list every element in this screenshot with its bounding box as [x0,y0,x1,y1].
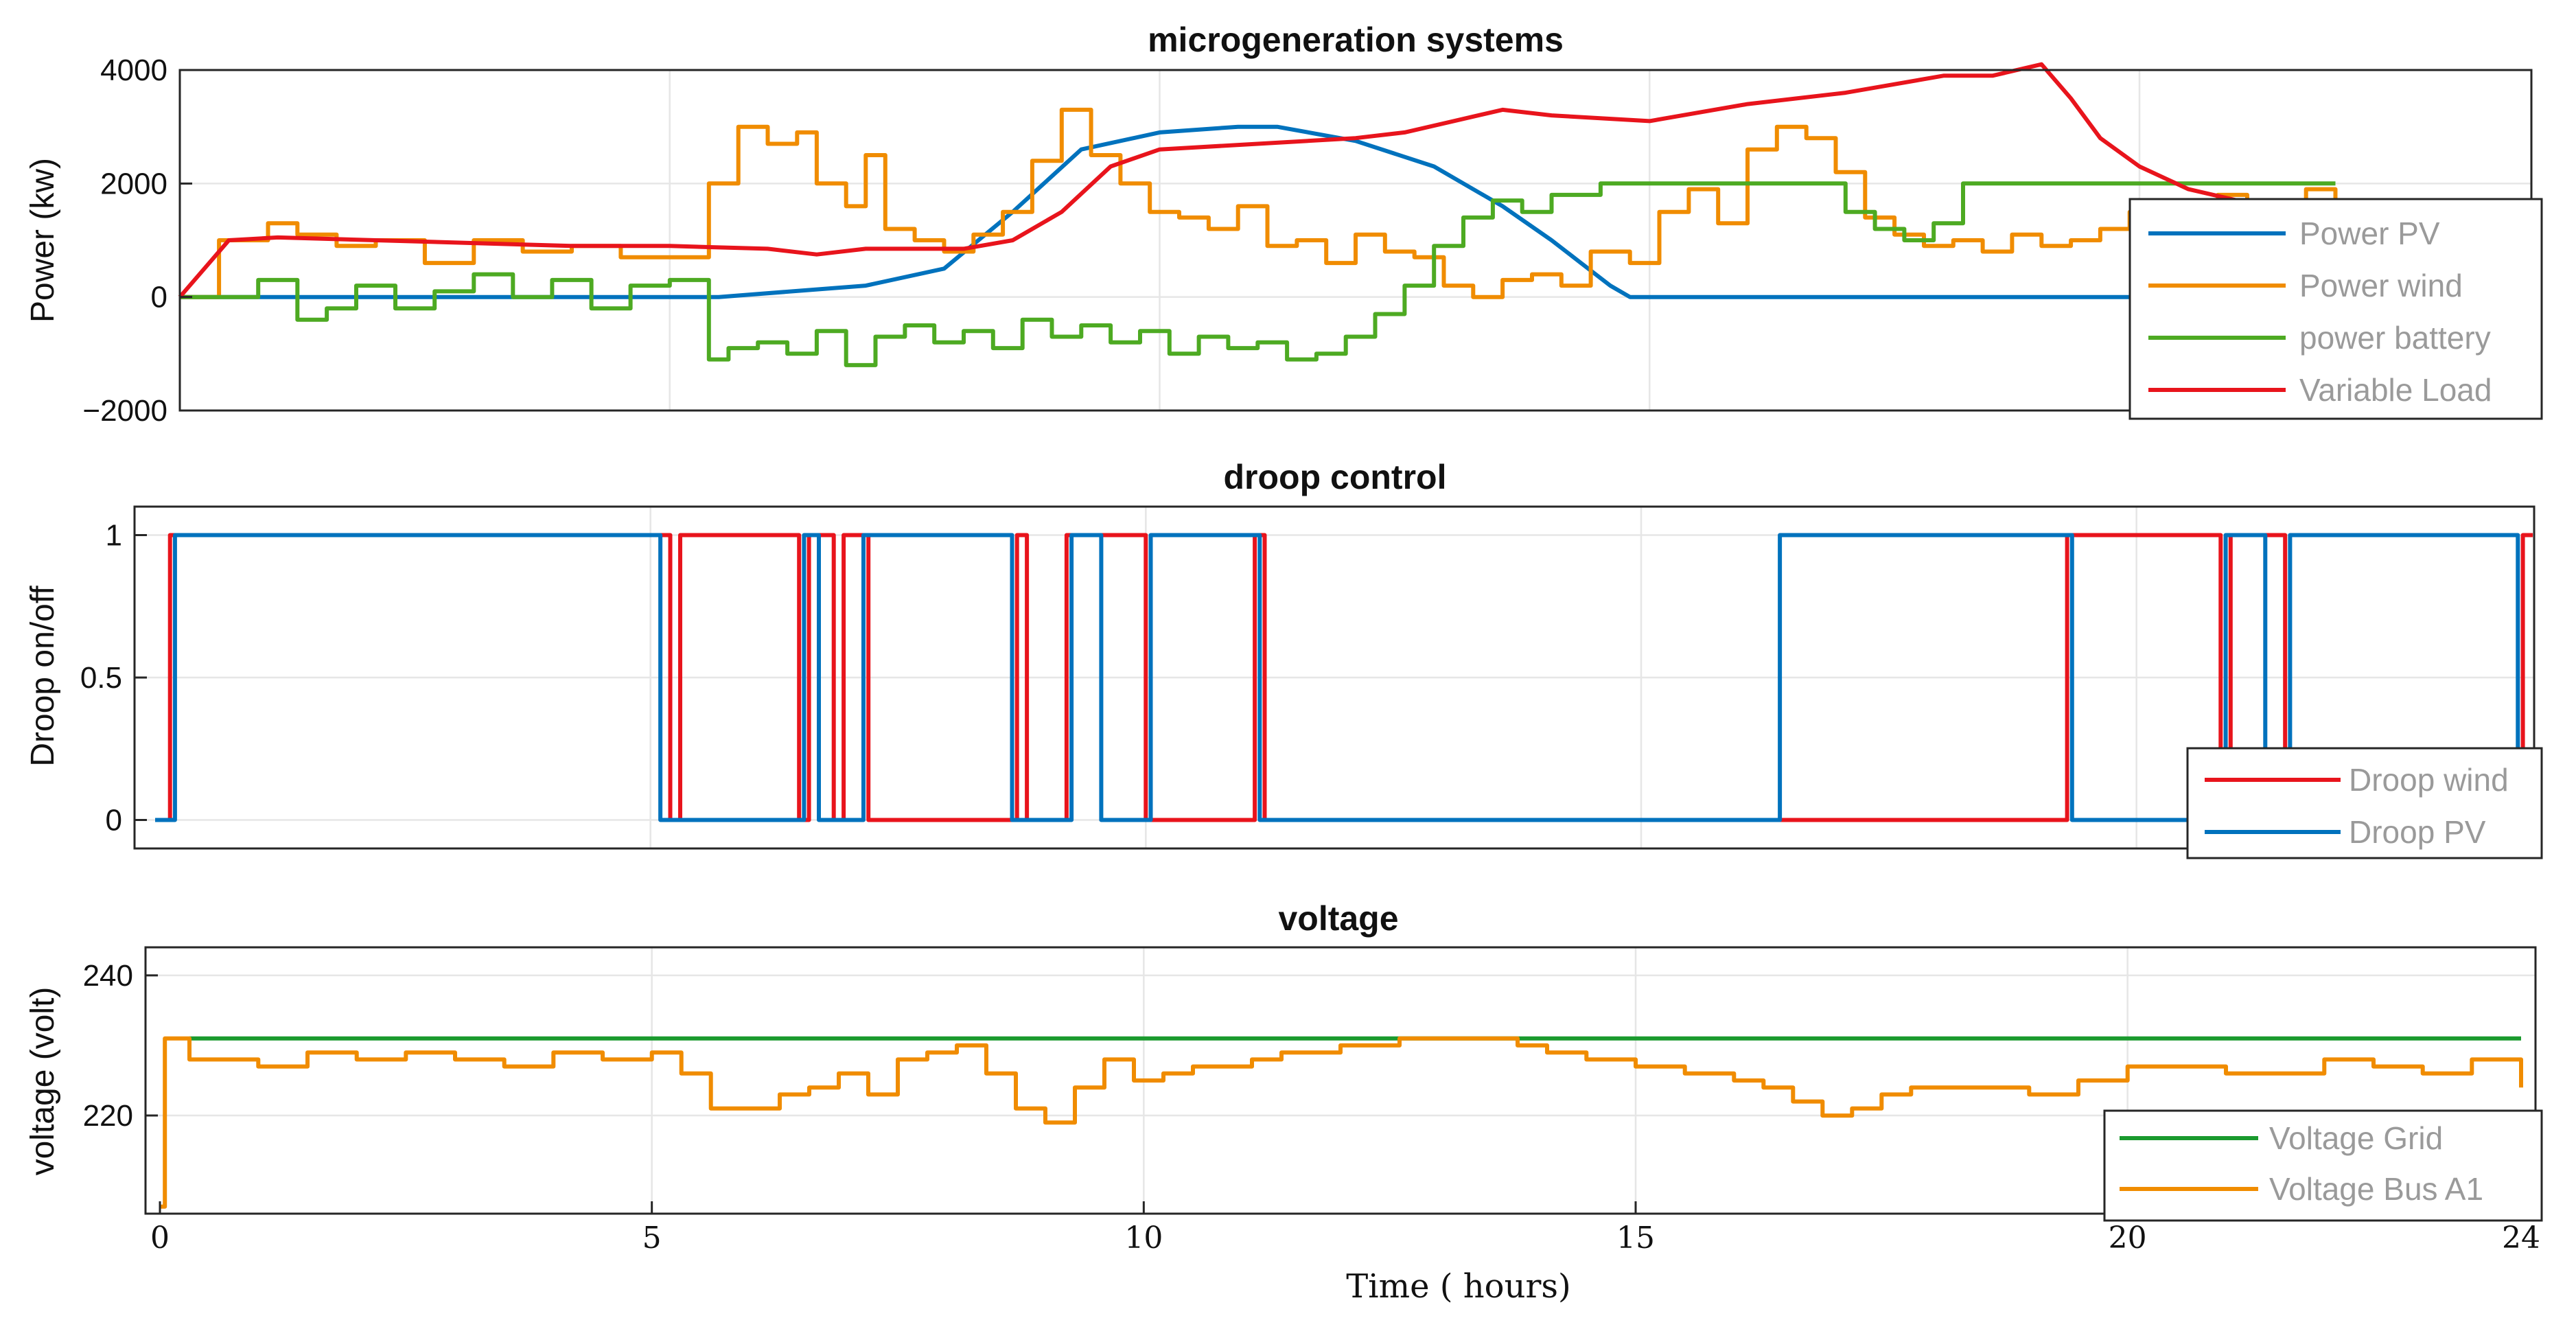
y-tick-label: 0 [106,804,122,837]
series-line-power-wind [180,107,2338,299]
series-layer [160,1036,2523,1209]
x-tick-label: 15 [1616,1221,1655,1256]
series-layer [178,62,2531,367]
legend: Voltage Grid Voltage Bus A1 [2103,1109,2543,1222]
legend: Droop wind Droop PV [2186,747,2543,859]
series-line-droop-pv [155,533,2533,822]
y-tick-label: 2000 [100,167,167,200]
legend-label-voltage-grid: Voltage Grid [2269,1120,2443,1156]
legend-label-droop-pv: Droop PV [2349,814,2486,850]
x-tick-label: 20 [2109,1221,2147,1256]
legend: Power PV Power wind power battery Variab… [2128,198,2543,420]
y-axis-label: voltage (volt) [25,987,61,1176]
y-tick-label: 0 [151,281,167,314]
chart-title: voltage [1278,899,1398,938]
axes-box [144,946,2537,1215]
y-tick-labels: 00.51 [80,519,147,837]
x-tick-label: 10 [1124,1221,1163,1256]
x-tick-labels: 0 5 10 15 20 24 [150,1201,2540,1256]
panel-microgeneration: microgeneration systems −2000 0 2000 4000 P… [25,21,2543,428]
x-axis-label: Time ( hours) [1346,1267,1571,1306]
y-tick-label: 220 [83,1099,133,1133]
y-tick-label: −2000 [82,394,167,428]
y-tick-labels: 220 240 [83,959,158,1133]
legend-label-droop-wind: Droop wind [2349,762,2509,798]
series-line-variable-load [178,62,2336,299]
x-tick-label: 0 [150,1221,170,1256]
legend-label-voltage-bus-a1: Voltage Bus A1 [2269,1171,2483,1207]
x-tick-label: 5 [642,1221,662,1256]
y-axis-label: Power (kw) [25,158,61,323]
panel-voltage: voltage 220 240 0 5 10 15 20 24 voltage (volt)… [25,899,2543,1306]
x-tick-label: 24 [2502,1221,2540,1256]
chart-title: microgeneration systems [1148,21,1564,59]
y-tick-label: 1 [106,519,122,553]
legend-box [2103,1109,2543,1222]
legend-box [2186,747,2543,859]
series-line-power-pv [180,124,2531,299]
chart-title: droop control [1224,458,1447,496]
legend-box [2128,198,2543,420]
y-tick-labels: −2000 0 2000 4000 [82,54,192,428]
grid-lines [135,507,2534,848]
legend-label-power-wind: Power wind [2299,268,2463,303]
y-tick-label: 240 [83,959,133,993]
panel-droop-control: droop control 00.51 Droop on/off Droop w… [25,458,2543,859]
y-tick-label: 4000 [100,54,167,87]
series-line-voltage-bus-a1 [160,1036,2523,1209]
y-tick-label: 0.5 [80,661,122,695]
y-axis-label: Droop on/off [25,586,61,767]
legend-label-variable-load: Variable Load [2299,372,2492,408]
legend-label-power-battery: power battery [2299,320,2491,356]
series-line-power-battery [180,181,2336,367]
legend-label-power-pv: Power PV [2299,216,2440,251]
